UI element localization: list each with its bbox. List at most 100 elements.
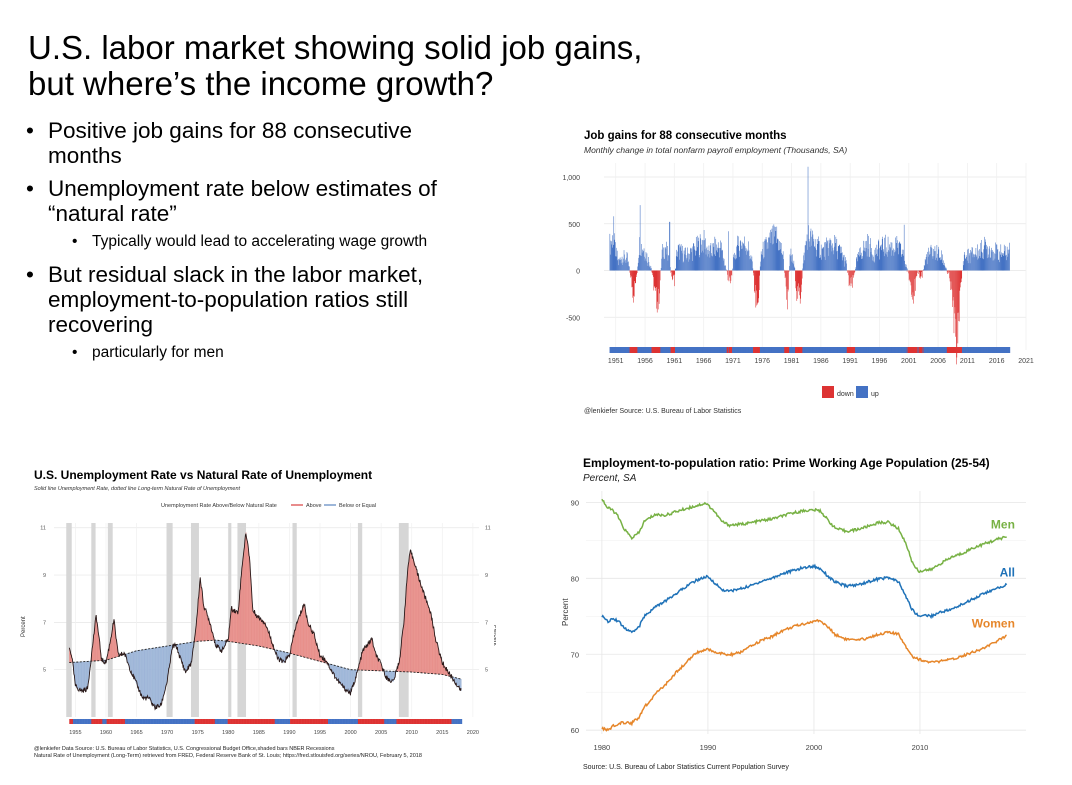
above-below-strip bbox=[316, 719, 318, 724]
up-down-strip bbox=[625, 347, 627, 353]
up-down-strip bbox=[835, 347, 837, 353]
up-down-strip bbox=[786, 347, 788, 353]
up-down-strip bbox=[766, 347, 768, 353]
recession-bar bbox=[91, 523, 96, 717]
up-down-strip bbox=[879, 347, 881, 353]
above-below-strip bbox=[69, 719, 71, 724]
up-down-strip bbox=[772, 347, 773, 353]
above-below-strip bbox=[139, 719, 141, 724]
up-down-strip bbox=[1006, 347, 1008, 353]
up-down-strip bbox=[640, 347, 642, 353]
up-down-strip bbox=[787, 347, 789, 353]
above-below-strip bbox=[318, 719, 320, 724]
above-below-strip bbox=[155, 719, 157, 724]
above-below-strip bbox=[79, 719, 80, 724]
above-below-strip bbox=[379, 719, 381, 724]
up-down-strip bbox=[752, 347, 753, 353]
up-down-strip bbox=[872, 347, 874, 353]
up-down-strip bbox=[886, 347, 888, 353]
above-below-strip bbox=[224, 719, 225, 724]
up-down-strip bbox=[715, 347, 717, 353]
above-below-strip bbox=[396, 719, 398, 724]
up-down-strip bbox=[864, 347, 866, 353]
up-down-strip bbox=[636, 347, 638, 353]
up-down-strip bbox=[925, 347, 927, 353]
above-below-strip bbox=[242, 719, 244, 724]
above-below-strip bbox=[121, 719, 123, 724]
up-down-strip bbox=[770, 347, 772, 353]
up-down-strip bbox=[1000, 347, 1001, 353]
x-tick-label: 1980 bbox=[594, 743, 611, 752]
above-below-strip bbox=[318, 719, 320, 724]
up-down-strip bbox=[706, 347, 708, 353]
up-down-strip bbox=[694, 347, 696, 353]
recession-bar bbox=[292, 523, 297, 717]
above-below-strip bbox=[297, 719, 299, 724]
above-below-strip bbox=[98, 719, 100, 724]
up-down-strip bbox=[775, 347, 776, 353]
above-below-strip bbox=[416, 719, 418, 724]
up-down-strip bbox=[646, 347, 648, 353]
up-down-strip bbox=[875, 347, 876, 353]
above-below-strip bbox=[147, 719, 149, 724]
above-below-strip bbox=[445, 719, 447, 724]
up-down-strip bbox=[926, 347, 928, 353]
above-below-strip bbox=[358, 719, 360, 724]
up-down-strip bbox=[915, 347, 916, 353]
up-down-strip bbox=[778, 347, 780, 353]
above-below-strip bbox=[349, 719, 351, 724]
unemployment-title: U.S. Unemployment Rate vs Natural Rate o… bbox=[34, 468, 372, 482]
up-down-strip bbox=[753, 347, 755, 353]
above-below-strip bbox=[414, 719, 416, 724]
up-down-strip bbox=[622, 347, 624, 353]
above-below-strip bbox=[374, 719, 376, 724]
up-down-strip bbox=[728, 347, 730, 353]
up-down-strip bbox=[927, 347, 929, 353]
up-down-strip bbox=[780, 347, 782, 353]
above-below-strip bbox=[302, 719, 304, 724]
up-down-strip bbox=[945, 347, 947, 353]
x-tick-label: 1986 bbox=[813, 358, 829, 365]
up-down-strip bbox=[724, 347, 726, 353]
above-below-strip bbox=[354, 719, 356, 724]
up-down-strip bbox=[871, 347, 873, 353]
up-down-strip bbox=[989, 347, 991, 353]
above-below-strip bbox=[242, 719, 244, 724]
up-down-strip bbox=[671, 347, 673, 353]
above-below-strip bbox=[351, 719, 353, 724]
above-below-strip bbox=[159, 719, 161, 724]
above-below-strip bbox=[149, 719, 151, 724]
above-below-strip bbox=[442, 719, 444, 724]
up-down-strip bbox=[1002, 347, 1004, 353]
up-down-strip bbox=[919, 347, 921, 353]
up-down-strip bbox=[695, 347, 697, 353]
above-below-strip bbox=[88, 719, 90, 724]
up-down-strip bbox=[994, 347, 996, 353]
above-below-strip bbox=[104, 719, 106, 724]
above-below-strip bbox=[178, 719, 180, 724]
above-below-strip bbox=[229, 719, 231, 724]
above-below-strip bbox=[331, 719, 332, 724]
above-below-strip bbox=[207, 719, 209, 724]
above-below-strip bbox=[132, 719, 134, 724]
above-below-strip bbox=[181, 719, 183, 724]
up-down-strip bbox=[896, 347, 897, 353]
up-down-strip bbox=[657, 347, 659, 353]
above-below-strip bbox=[346, 719, 348, 724]
up-down-strip bbox=[979, 347, 981, 353]
up-down-strip bbox=[656, 347, 658, 353]
up-down-strip bbox=[827, 347, 829, 353]
above-below-strip bbox=[317, 719, 319, 724]
above-below-strip bbox=[269, 719, 271, 724]
up-down-strip bbox=[938, 347, 939, 353]
up-down-strip bbox=[693, 347, 695, 353]
above-below-strip bbox=[150, 719, 152, 724]
up-down-strip bbox=[918, 347, 919, 353]
up-down-strip bbox=[998, 347, 1000, 353]
above-below-strip bbox=[405, 719, 406, 724]
above-below-strip bbox=[337, 719, 339, 724]
above-below-strip bbox=[348, 719, 350, 724]
up-down-strip bbox=[794, 347, 796, 353]
above-below-strip bbox=[371, 719, 373, 724]
above-below-strip bbox=[326, 719, 328, 724]
